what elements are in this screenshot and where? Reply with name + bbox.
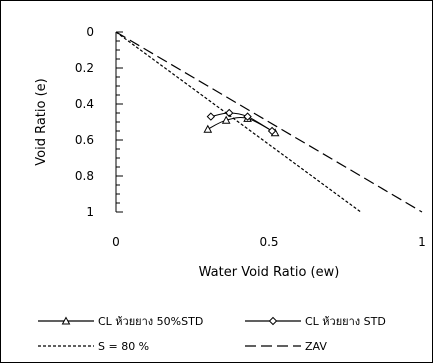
series-3-line [115, 31, 423, 213]
series-0-line [207, 117, 276, 134]
y-tick-label: 0.4 [75, 97, 94, 111]
series-2-line [115, 31, 362, 213]
y-tick-label: 0.6 [75, 133, 94, 147]
series-1-line [210, 112, 273, 132]
series-0-point [221, 115, 231, 124]
plot-area: 0 0.2 0.4 0.6 0.8 1 0 0.5 1 [75, 25, 426, 249]
y-tick-label: 0.2 [75, 61, 94, 75]
series-1-point [243, 112, 252, 121]
x-tick-label: 0.5 [259, 235, 278, 249]
y-axis-title: Void Ratio (e) [34, 78, 49, 165]
y-tick-label: 0.8 [75, 169, 94, 183]
series-1-point [206, 112, 216, 121]
legend-item-1-label: CL ห้วยยาง STD [305, 315, 386, 328]
y-tick-label: 1 [86, 205, 94, 219]
x-axis-title: Water Void Ratio (ew) [199, 265, 340, 280]
legend-item-0-marker [61, 316, 71, 325]
legend-item-0-label: CL ห้วยยาง 50%STD [98, 315, 203, 328]
legend-item-3-label: ZAV [305, 340, 327, 353]
x-tick-label: 0 [112, 235, 120, 249]
y-tick-label: 0 [86, 25, 94, 39]
series-1-point [267, 126, 277, 136]
x-tick-label: 1 [418, 235, 426, 249]
legend: CL ห้วยยาง 50%STD CL ห้วยยาง STD S = 80 % Z… [38, 315, 386, 353]
legend-item-1-marker [268, 316, 278, 326]
legend-item-2-label: S = 80 % [98, 340, 149, 353]
series-1-point [225, 108, 234, 118]
series-0-point [203, 124, 213, 133]
